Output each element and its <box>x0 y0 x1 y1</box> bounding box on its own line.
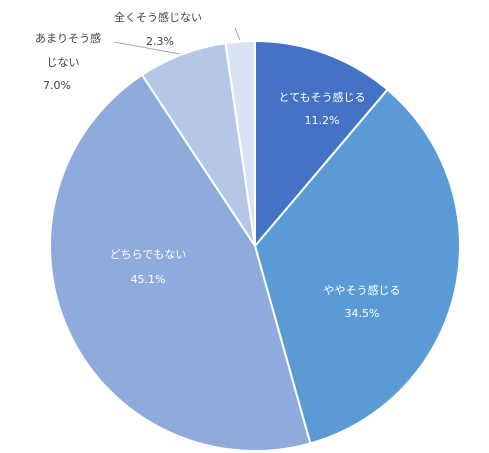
leader-line <box>234 27 241 41</box>
slices-layer <box>48 39 461 452</box>
slice-category-label: どちらでもない <box>110 248 187 261</box>
slice-value-label: 45.1% <box>131 273 166 286</box>
pie-slice <box>253 88 461 445</box>
labels-layer: とてもそう感じる 11.2% ややそう感じる 34.5% どちらでもない 45.1% あまり… <box>35 10 401 320</box>
slice-value-label: 2.3% <box>146 35 174 48</box>
slice-category-label: ややそう感じる <box>324 284 401 297</box>
leader-lines-layer <box>113 27 241 55</box>
leader-line <box>113 41 181 55</box>
slice-category-label: とてもそう感じる <box>279 91 366 104</box>
slice-value-label: 34.5% <box>345 307 380 320</box>
slice-category-label: あまりそう感 <box>35 32 101 45</box>
pie-slice <box>48 73 312 452</box>
slice-category-label: 全くそう感じない <box>114 10 202 24</box>
pie-slice <box>254 39 389 249</box>
slice-value-label: 7.0% <box>43 79 71 92</box>
pie-slice <box>224 39 256 247</box>
slice-value-label: 11.2% <box>305 114 340 127</box>
slice-category-label: じない <box>47 56 80 69</box>
